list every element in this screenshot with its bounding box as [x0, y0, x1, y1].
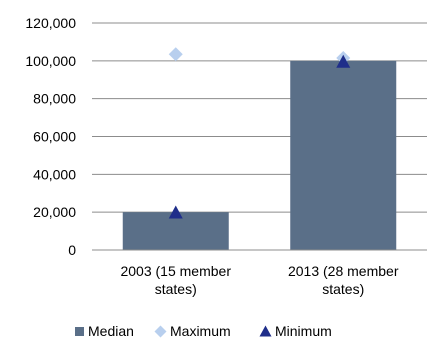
x-category-label-line: 2013 (28 member — [288, 263, 399, 279]
minimum-marker — [336, 54, 351, 68]
y-tick-label: 20,000 — [33, 204, 76, 220]
x-category-label-line: states) — [322, 281, 364, 297]
legend-minimum-swatch — [259, 325, 272, 337]
x-category-label: 2003 (15 member states) — [120, 263, 231, 297]
x-category-label: 2013 (28 member states) — [288, 263, 399, 297]
markers — [168, 47, 351, 219]
legend-maximum-swatch-shape — [154, 325, 167, 337]
x-category-label-line: states) — [155, 281, 197, 297]
y-tick-label: 0 — [68, 242, 76, 258]
legend-median-label: Median — [88, 323, 134, 339]
legend-maximum-swatch — [154, 325, 167, 337]
legend-item-median: Median — [74, 319, 134, 343]
legend: Median Maximum Minimum — [0, 319, 427, 343]
y-tick-label: 80,000 — [33, 91, 76, 107]
legend-maximum-label: Maximum — [170, 323, 231, 339]
x-category-label-line: 2003 (15 member — [120, 263, 231, 279]
y-tick-label: 100,000 — [25, 53, 76, 69]
maximum-marker — [168, 47, 183, 62]
y-tick-label: 120,000 — [25, 15, 76, 31]
median-bars — [122, 60, 397, 251]
minimum-marker — [168, 205, 183, 219]
median-bar — [290, 60, 397, 251]
x-axis: 2003 (15 member states) 2013 (28 member sta… — [92, 249, 427, 297]
legend-minimum-label: Minimum — [275, 323, 332, 339]
legend-median-swatch-rect — [75, 326, 84, 336]
legend-median-swatch — [75, 326, 84, 336]
legend-item-minimum: Minimum — [259, 319, 332, 343]
legend-minimum-swatch-shape — [259, 325, 272, 337]
legend-item-maximum: Maximum — [154, 319, 231, 343]
y-tick-label: 40,000 — [33, 166, 76, 182]
y-axis-ticks: 0 20,000 40,000 60,000 80,000 100,000 120,000 — [25, 15, 76, 258]
y-tick-label: 60,000 — [33, 129, 76, 145]
chart: 020,00040,00060,00080,000100,000120,000 … — [25, 15, 427, 297]
